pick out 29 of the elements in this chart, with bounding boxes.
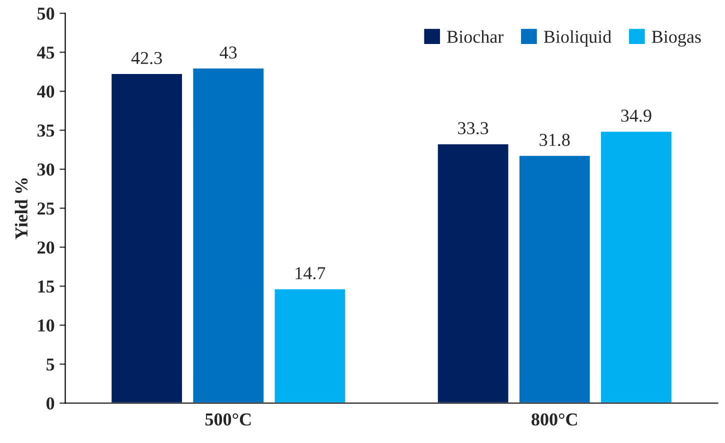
y-tick-label: 25: [38, 202, 54, 215]
x-tick-label: 500°C: [205, 413, 251, 426]
x-tick-label: 800°C: [532, 413, 577, 426]
bar: [436, 142, 510, 404]
bar: [600, 130, 673, 404]
bar: [518, 154, 592, 404]
bar: [110, 72, 184, 404]
legend-label: Biochar: [447, 30, 504, 43]
data-label: 34.9: [621, 110, 652, 122]
y-tick-label: 5: [46, 358, 54, 371]
bar: [273, 288, 347, 404]
y-tick-label: 40: [37, 86, 54, 98]
bar: [192, 67, 265, 404]
y-axis-title: Yield %: [14, 178, 28, 240]
y-tick-label: 15: [38, 280, 54, 293]
legend-label: Biogas: [652, 30, 701, 47]
data-label: 31.8: [540, 134, 570, 146]
y-tick-label: 50: [38, 8, 54, 20]
y-tick-label: 45: [37, 46, 54, 59]
legend-label: Bioliquid: [544, 30, 612, 47]
data-label: 14.7: [296, 267, 326, 280]
data-label: 43: [220, 46, 237, 59]
y-tick-label: 10: [38, 319, 54, 332]
y-tick-label: 0: [46, 397, 54, 410]
y-tick-label: 30: [37, 163, 54, 176]
y-tick-label: 20: [38, 241, 54, 254]
y-tick-label: 35: [37, 124, 54, 137]
data-label: 42.3: [131, 52, 162, 64]
data-label: 33.3: [458, 122, 488, 134]
